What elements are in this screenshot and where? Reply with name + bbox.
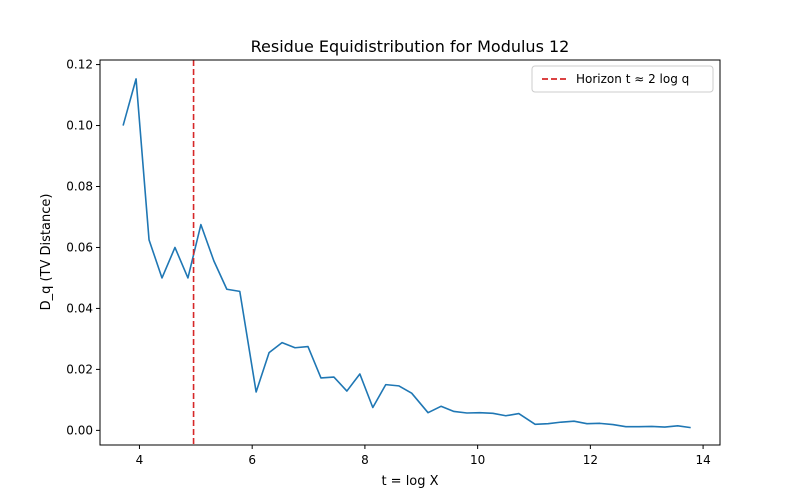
y-tick-label: 0.10: [66, 119, 93, 133]
plot-area: [122, 60, 691, 445]
legend-frame: [531, 65, 714, 93]
legend-vline-label: Horizon t ≈ 2 log q: [576, 72, 689, 86]
axes-frame: [99, 59, 721, 446]
chart-title: Residue Equidistribution for Modulus 12: [251, 37, 570, 56]
x-tick-label: 4: [136, 453, 144, 467]
x-axis: 4 6 8 10 12 14: [136, 445, 711, 467]
x-tick-label: 6: [248, 453, 256, 467]
y-axis-label: D_q (TV Distance): [39, 194, 54, 311]
series-line: [122, 78, 691, 429]
y-tick-label: 0.12: [66, 58, 93, 72]
x-tick-label: 14: [695, 453, 710, 467]
y-tick-label: 0.08: [66, 180, 93, 194]
x-tick-label: 8: [361, 453, 369, 467]
y-tick-label: 0.00: [66, 423, 93, 437]
y-tick-label: 0.04: [66, 301, 93, 315]
x-tick-label: 12: [583, 453, 598, 467]
x-tick-label: 10: [470, 453, 485, 467]
x-axis-label: t = log X: [381, 474, 438, 489]
y-tick-label: 0.06: [66, 240, 93, 254]
legend: Horizon t ≈ 2 log q: [531, 65, 714, 93]
y-tick-label: 0.02: [66, 362, 93, 376]
y-axis: 0.00 0.02 0.04 0.06 0.08 0.10 0.12: [66, 58, 100, 437]
